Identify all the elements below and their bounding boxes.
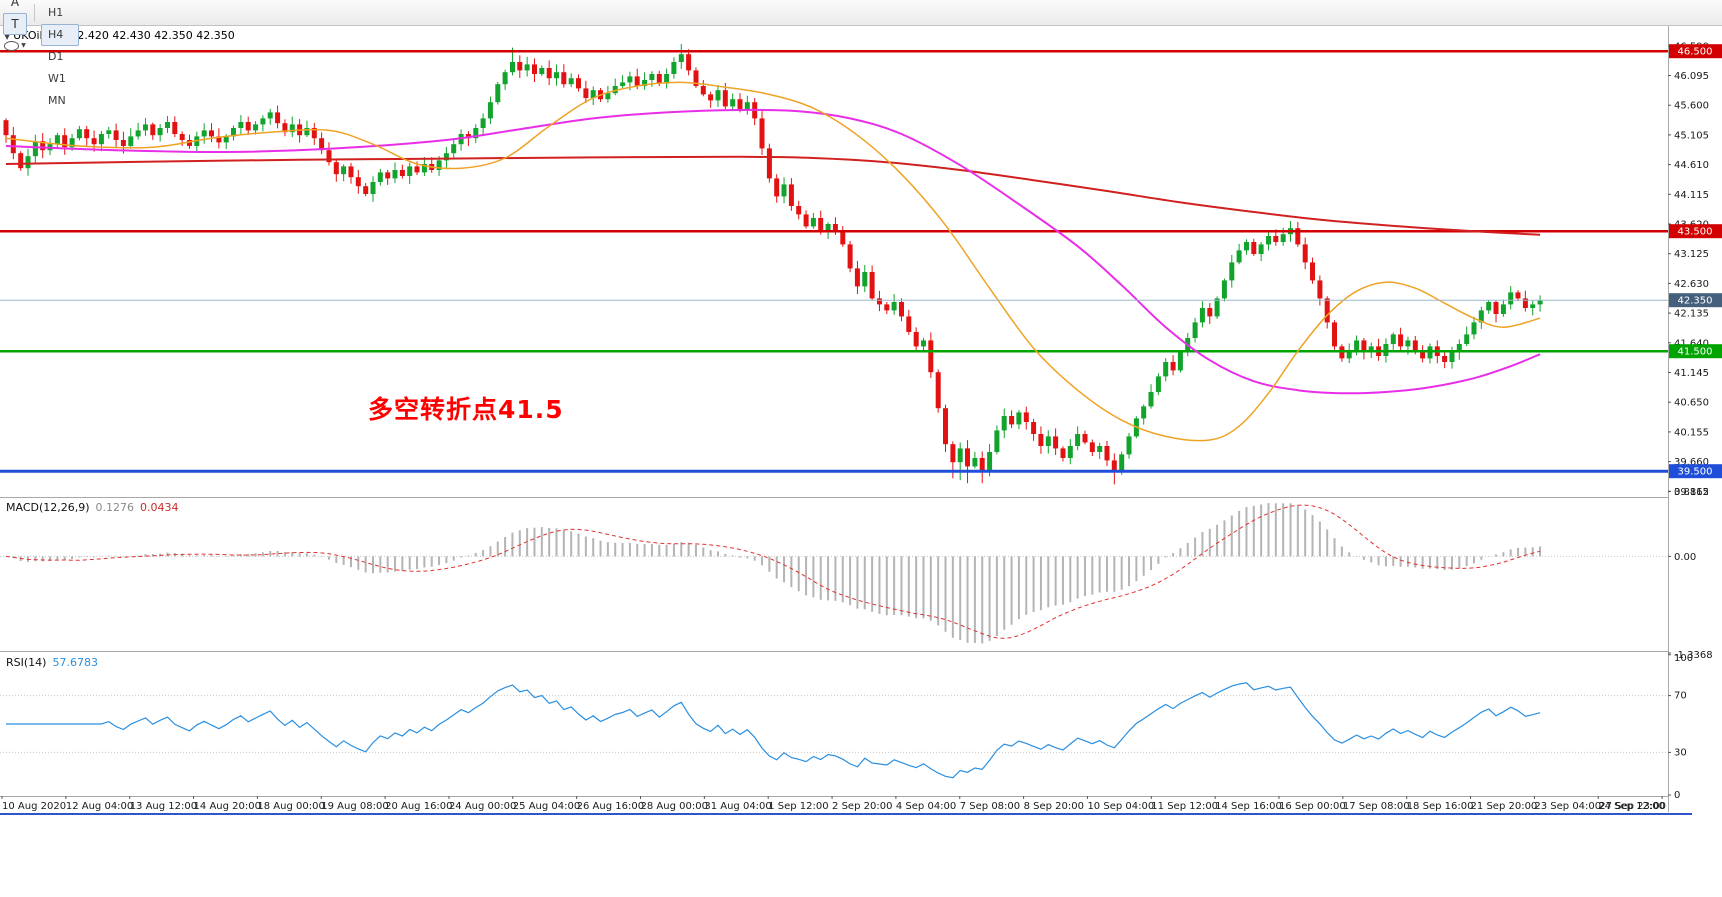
svg-text:18 Sep 16:00: 18 Sep 16:00 (1407, 801, 1474, 812)
macd-indicator-label: MACD(12,26,9) 0.1276 0.0434 (6, 501, 185, 514)
svg-text:39.165: 39.165 (1674, 487, 1709, 498)
svg-text:41.640: 41.640 (1674, 338, 1709, 349)
svg-text:0: 0 (1674, 790, 1680, 801)
svg-text:0.8812: 0.8812 (1674, 487, 1709, 498)
ellipse-icon (4, 40, 20, 51)
svg-text:100: 100 (1674, 653, 1693, 664)
svg-text:4 Sep 04:00: 4 Sep 04:00 (896, 801, 956, 812)
price-badge: 43.500 (1669, 224, 1722, 239)
ma-fast-orange (5, 81, 1541, 442)
svg-text:24 Sep 12:00: 24 Sep 12:00 (1598, 801, 1665, 812)
timeframe-buttons-group: M1M5M15M30H1H4D1W1MN (41, 0, 80, 112)
chart-annotation: 多空转折点41.5 (368, 395, 564, 424)
svg-text:39.500: 39.500 (1678, 467, 1713, 478)
svg-text:14 Sep 16:00: 14 Sep 16:00 (1215, 801, 1282, 812)
rsi-line (6, 682, 1541, 779)
svg-text:42.135: 42.135 (1674, 309, 1709, 320)
svg-text:19 Aug 08:00: 19 Aug 08:00 (321, 801, 388, 812)
price-badge: 39.500 (1669, 464, 1722, 479)
svg-text:41.145: 41.145 (1674, 368, 1709, 379)
svg-text:43.125: 43.125 (1674, 249, 1709, 260)
svg-text:0.00: 0.00 (1674, 552, 1696, 563)
svg-text:40.155: 40.155 (1674, 427, 1709, 438)
svg-text:12 Aug 04:00: 12 Aug 04:00 (66, 801, 133, 812)
macd-name: MACD(12,26,9) (6, 501, 90, 514)
macd-histogram (12, 503, 1542, 644)
svg-text:13 Aug 12:00: 13 Aug 12:00 (130, 801, 197, 812)
svg-text:27 Sep 23:00: 27 Sep 23:00 (1599, 801, 1666, 812)
shapes-tool[interactable]: ▼ (3, 35, 27, 57)
svg-text:44.115: 44.115 (1674, 190, 1709, 201)
svg-text:25 Aug 04:00: 25 Aug 04:00 (513, 801, 580, 812)
svg-text:31 Aug 04:00: 31 Aug 04:00 (704, 801, 771, 812)
macd-axis[interactable]: 0.8812 0.00 -1.3368 (1668, 487, 1713, 661)
timeframe-h1[interactable]: H1 (48, 6, 64, 19)
rsi-name: RSI(14) (6, 656, 47, 669)
svg-text:42.630: 42.630 (1674, 279, 1709, 290)
svg-text:30: 30 (1674, 747, 1687, 758)
toolbar: +AT▼ M1M5M15M30H1H4D1W1MN (0, 0, 1722, 107)
rsi-axis[interactable]: 100 70 30 0 (1668, 652, 1693, 801)
text-tool-a[interactable]: A (10, 0, 20, 9)
svg-text:17 Sep 08:00: 17 Sep 08:00 (1343, 801, 1410, 812)
svg-text:40.650: 40.650 (1674, 398, 1709, 409)
svg-text:11 Sep 12:00: 11 Sep 12:00 (1151, 801, 1218, 812)
timeframe-d1[interactable]: D1 (48, 50, 64, 63)
price-badge: 42.350 (1669, 293, 1722, 308)
text-tool-t[interactable]: T (3, 12, 27, 35)
bottom-window-edge (0, 813, 1692, 815)
svg-text:21 Sep 20:00: 21 Sep 20:00 (1471, 801, 1538, 812)
timeframe-h4[interactable]: H4 (41, 23, 79, 46)
macd-signal-value: 0.0434 (140, 501, 179, 514)
macd-value: 0.1276 (95, 501, 135, 514)
toolbar-separator (34, 3, 35, 22)
svg-text:24 Aug 00:00: 24 Aug 00:00 (449, 801, 516, 812)
chevron-down-icon: ▼ (21, 42, 26, 49)
svg-text:10 Sep 04:00: 10 Sep 04:00 (1087, 801, 1154, 812)
macd-signal-line (5, 504, 1541, 639)
svg-text:7 Sep 08:00: 7 Sep 08:00 (960, 801, 1020, 812)
svg-text:20 Aug 16:00: 20 Aug 16:00 (385, 801, 452, 812)
svg-text:-1.3368: -1.3368 (1674, 650, 1713, 661)
ma-mid-magenta (5, 108, 1541, 395)
ma-slow-red (5, 155, 1541, 236)
svg-text:1 Sep 12:00: 1 Sep 12:00 (768, 801, 828, 812)
svg-text:10 Aug 2020: 10 Aug 2020 (2, 801, 66, 812)
timeframe-w1[interactable]: W1 (48, 72, 66, 85)
svg-text:26 Aug 16:00: 26 Aug 16:00 (577, 801, 644, 812)
svg-text:42.350: 42.350 (1678, 296, 1713, 307)
svg-text:28 Aug 00:00: 28 Aug 00:00 (641, 801, 708, 812)
svg-text:16 Sep 00:00: 16 Sep 00:00 (1279, 801, 1346, 812)
drawing-tools-group: +AT▼ (3, 0, 28, 57)
svg-text:45.600: 45.600 (1674, 101, 1709, 112)
svg-text:70: 70 (1674, 691, 1687, 702)
svg-text:46.095: 46.095 (1674, 71, 1709, 82)
rsi-value: 57.6783 (52, 656, 98, 669)
svg-text:45.105: 45.105 (1674, 130, 1709, 141)
svg-text:2 Sep 20:00: 2 Sep 20:00 (832, 801, 892, 812)
one-click-trading-icon[interactable]: ▼ (4, 32, 11, 41)
svg-text:14 Aug 20:00: 14 Aug 20:00 (194, 801, 261, 812)
price-badge: 46.500 (1669, 44, 1722, 59)
candlesticks (3, 44, 1543, 485)
rsi-indicator-label: RSI(14) 57.6783 (6, 656, 104, 669)
svg-text:43.500: 43.500 (1678, 227, 1713, 238)
svg-text:18 Aug 00:00: 18 Aug 00:00 (257, 801, 324, 812)
svg-text:46.500: 46.500 (1678, 47, 1713, 58)
timeframe-mn[interactable]: MN (48, 94, 66, 107)
chart-title: ▼ UKOil-,H4 42.420 42.430 42.350 42.350 (4, 29, 240, 42)
svg-text:39.660: 39.660 (1674, 457, 1709, 468)
price-badge: 41.500 (1669, 344, 1722, 359)
svg-text:44.610: 44.610 (1674, 160, 1709, 171)
svg-text:8 Sep 20:00: 8 Sep 20:00 (1024, 801, 1084, 812)
ohlc-values: 42.420 42.430 42.350 42.350 (70, 29, 235, 42)
price-axis[interactable]: 46.59046.09545.60045.10544.61044.11543.6… (1668, 41, 1709, 498)
svg-text:41.500: 41.500 (1678, 347, 1713, 358)
svg-text:23 Sep 04:00: 23 Sep 04:00 (1534, 801, 1601, 812)
